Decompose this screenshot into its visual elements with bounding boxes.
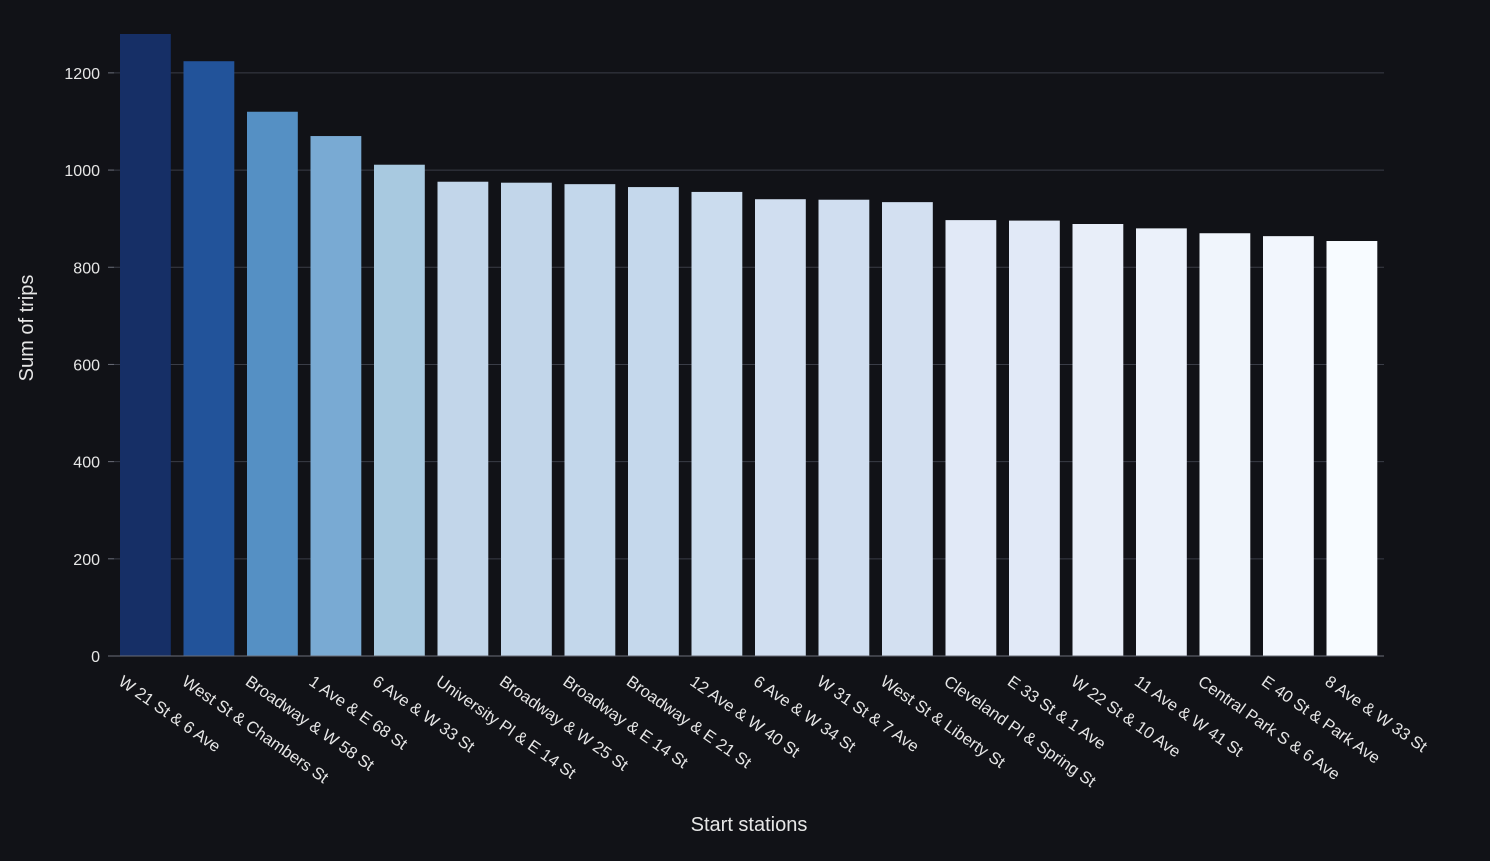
bar[interactable] xyxy=(1072,224,1124,656)
bar[interactable] xyxy=(1263,236,1314,656)
y-tick-label: 0 xyxy=(91,649,100,666)
bar[interactable] xyxy=(1009,220,1060,656)
x-axis-title: Start stations xyxy=(691,814,808,836)
bars xyxy=(120,34,1378,656)
bar[interactable] xyxy=(374,164,425,656)
y-tick-label: 600 xyxy=(73,357,100,374)
bar[interactable] xyxy=(120,34,171,656)
bar[interactable] xyxy=(247,111,298,656)
bar[interactable] xyxy=(882,202,933,656)
y-tick-label: 400 xyxy=(73,455,100,472)
x-tick-label: 8 Ave & W 33 St xyxy=(1322,673,1431,757)
x-tick-label: 12 Ave & W 40 St xyxy=(687,673,803,762)
bar[interactable] xyxy=(691,191,743,656)
y-tick-label: 800 xyxy=(73,260,100,277)
y-tick-label: 1000 xyxy=(64,163,100,180)
bar[interactable] xyxy=(501,182,552,656)
bar[interactable] xyxy=(437,181,489,656)
bar[interactable] xyxy=(628,187,679,656)
bar[interactable] xyxy=(1136,228,1187,656)
bar[interactable] xyxy=(1199,233,1251,656)
axes xyxy=(108,72,1384,657)
x-tick-label: 11 Ave & W 41 St xyxy=(1131,673,1246,761)
bar[interactable] xyxy=(1326,241,1378,656)
bar[interactable] xyxy=(945,220,997,656)
y-tick-label: 200 xyxy=(73,552,100,569)
bar[interactable] xyxy=(183,61,235,656)
bar[interactable] xyxy=(310,136,362,656)
bar[interactable] xyxy=(755,199,806,656)
x-tick-label: W 22 St & 10 Ave xyxy=(1068,673,1184,762)
y-axis-title: Sum of trips xyxy=(16,275,38,382)
bar[interactable] xyxy=(564,184,616,656)
gridlines xyxy=(114,72,1384,560)
bar[interactable] xyxy=(818,199,870,656)
y-tick-label: 1200 xyxy=(64,66,100,83)
